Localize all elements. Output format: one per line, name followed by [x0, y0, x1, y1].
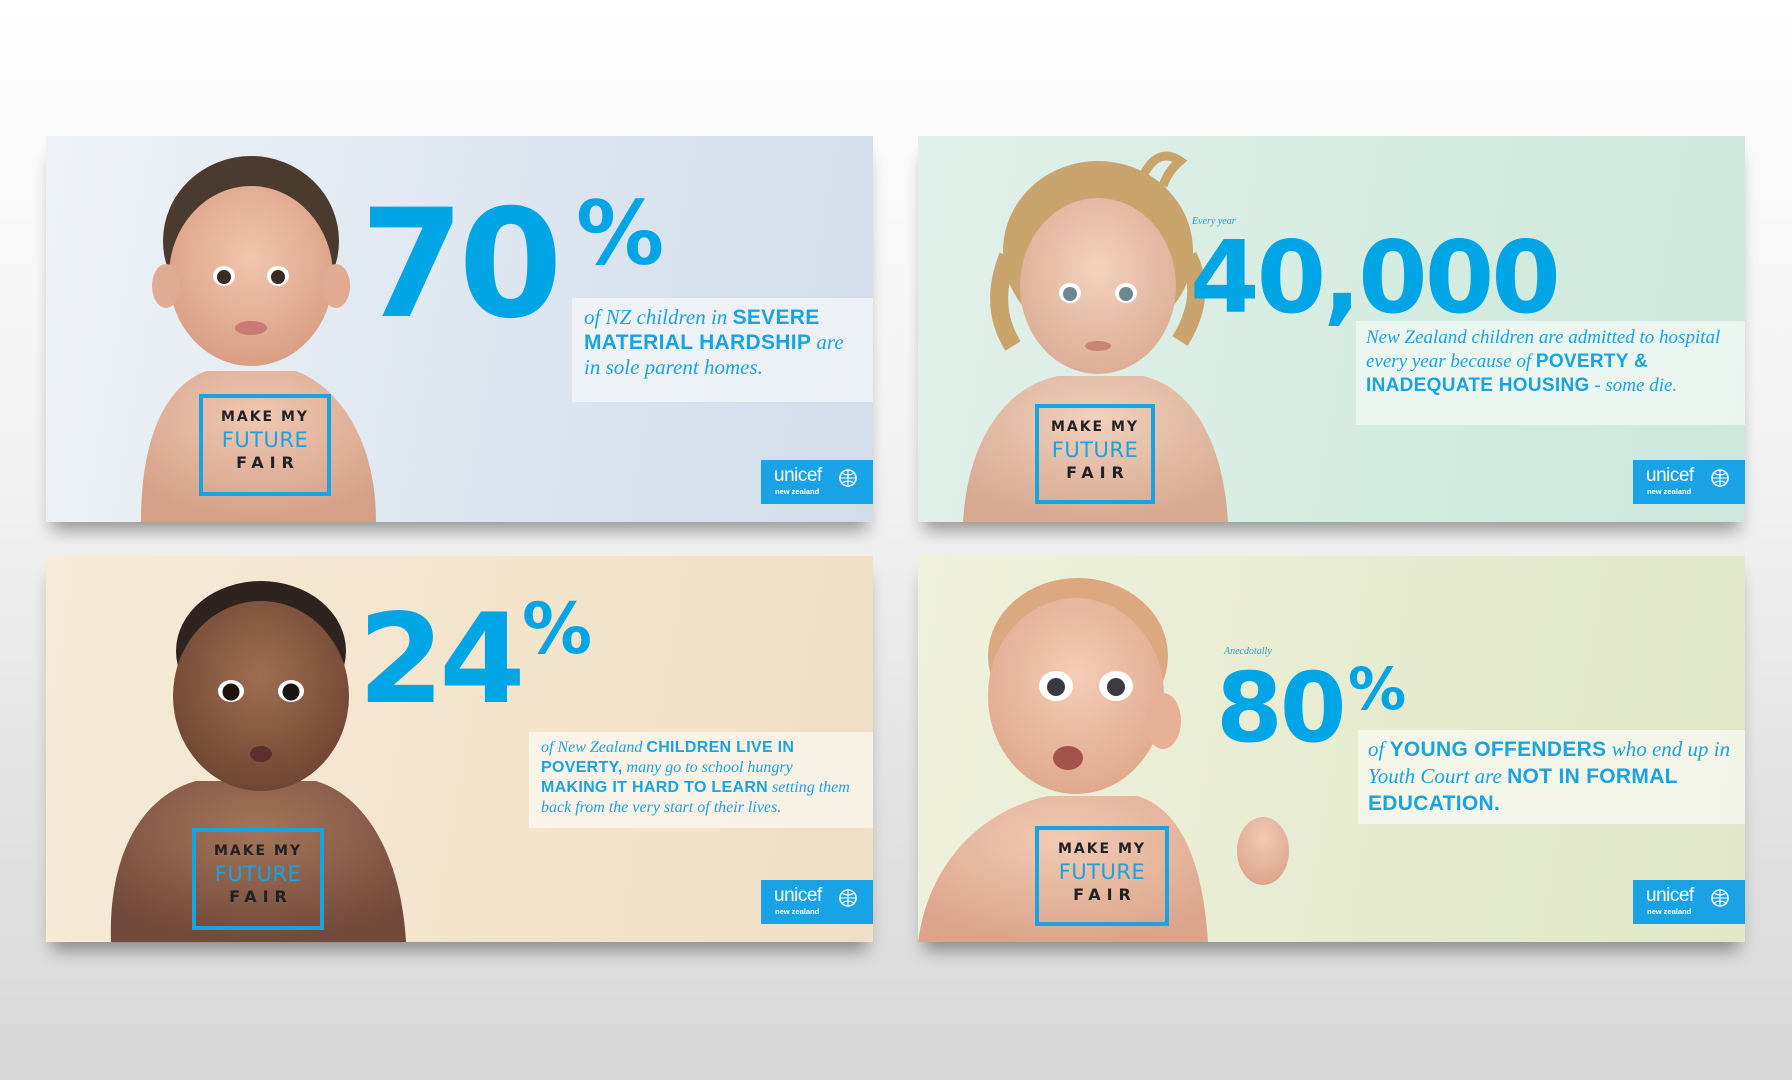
- unicef-logo: unicef new zealand: [761, 880, 873, 924]
- stat-number: 40,000: [1190, 219, 1561, 336]
- unicef-logo: unicef new zealand: [1633, 880, 1745, 924]
- toddler-photo: [963, 151, 1228, 522]
- pre-text: Anecdotally: [1224, 646, 1272, 657]
- percent-sign: %: [576, 182, 665, 285]
- stat-number: 70: [360, 178, 563, 352]
- ad-card-70-percent: 70 % of NZ children in SEVERE MATERIAL H…: [46, 136, 873, 522]
- ad-card-80-percent: Anecdotally 80 % of YOUNG OFFENDERS who …: [918, 556, 1745, 942]
- stat-description: New Zealand children are admitted to hos…: [1356, 321, 1745, 425]
- globe-emblem-icon: [839, 889, 857, 907]
- percent-sign: %: [1348, 655, 1407, 723]
- globe-emblem-icon: [1711, 469, 1729, 487]
- stat-number: 24: [358, 588, 526, 732]
- globe-emblem-icon: [1711, 889, 1729, 907]
- make-my-future-fair-stamp: MAKE MY FUTURE FAIR: [192, 828, 324, 930]
- make-my-future-fair-stamp: MAKE MY FUTURE FAIR: [1035, 404, 1155, 504]
- ad-card-40000: Every year 40,000 New Zealand children a…: [918, 136, 1745, 522]
- make-my-future-fair-stamp: MAKE MY FUTURE FAIR: [199, 394, 331, 496]
- stat-description: of New Zealand CHILDREN LIVE IN POVERTY,…: [529, 732, 873, 828]
- unicef-logo: unicef new zealand: [1633, 460, 1745, 504]
- percent-sign: %: [522, 588, 593, 670]
- stat-description: of NZ children in SEVERE MATERIAL HARDSH…: [572, 298, 873, 402]
- stat-description: of YOUNG OFFENDERS who end up in Youth C…: [1358, 730, 1745, 824]
- pre-text: Every year: [1192, 216, 1236, 227]
- globe-emblem-icon: [839, 469, 857, 487]
- make-my-future-fair-stamp: MAKE MY FUTURE FAIR: [1035, 826, 1169, 926]
- unicef-logo: unicef new zealand: [761, 460, 873, 504]
- baby-photo: [918, 578, 1289, 942]
- stat-number: 80: [1216, 652, 1347, 764]
- baby-photo: [110, 581, 407, 942]
- ad-card-24-percent: 24 % of New Zealand CHILDREN LIVE IN POV…: [46, 556, 873, 942]
